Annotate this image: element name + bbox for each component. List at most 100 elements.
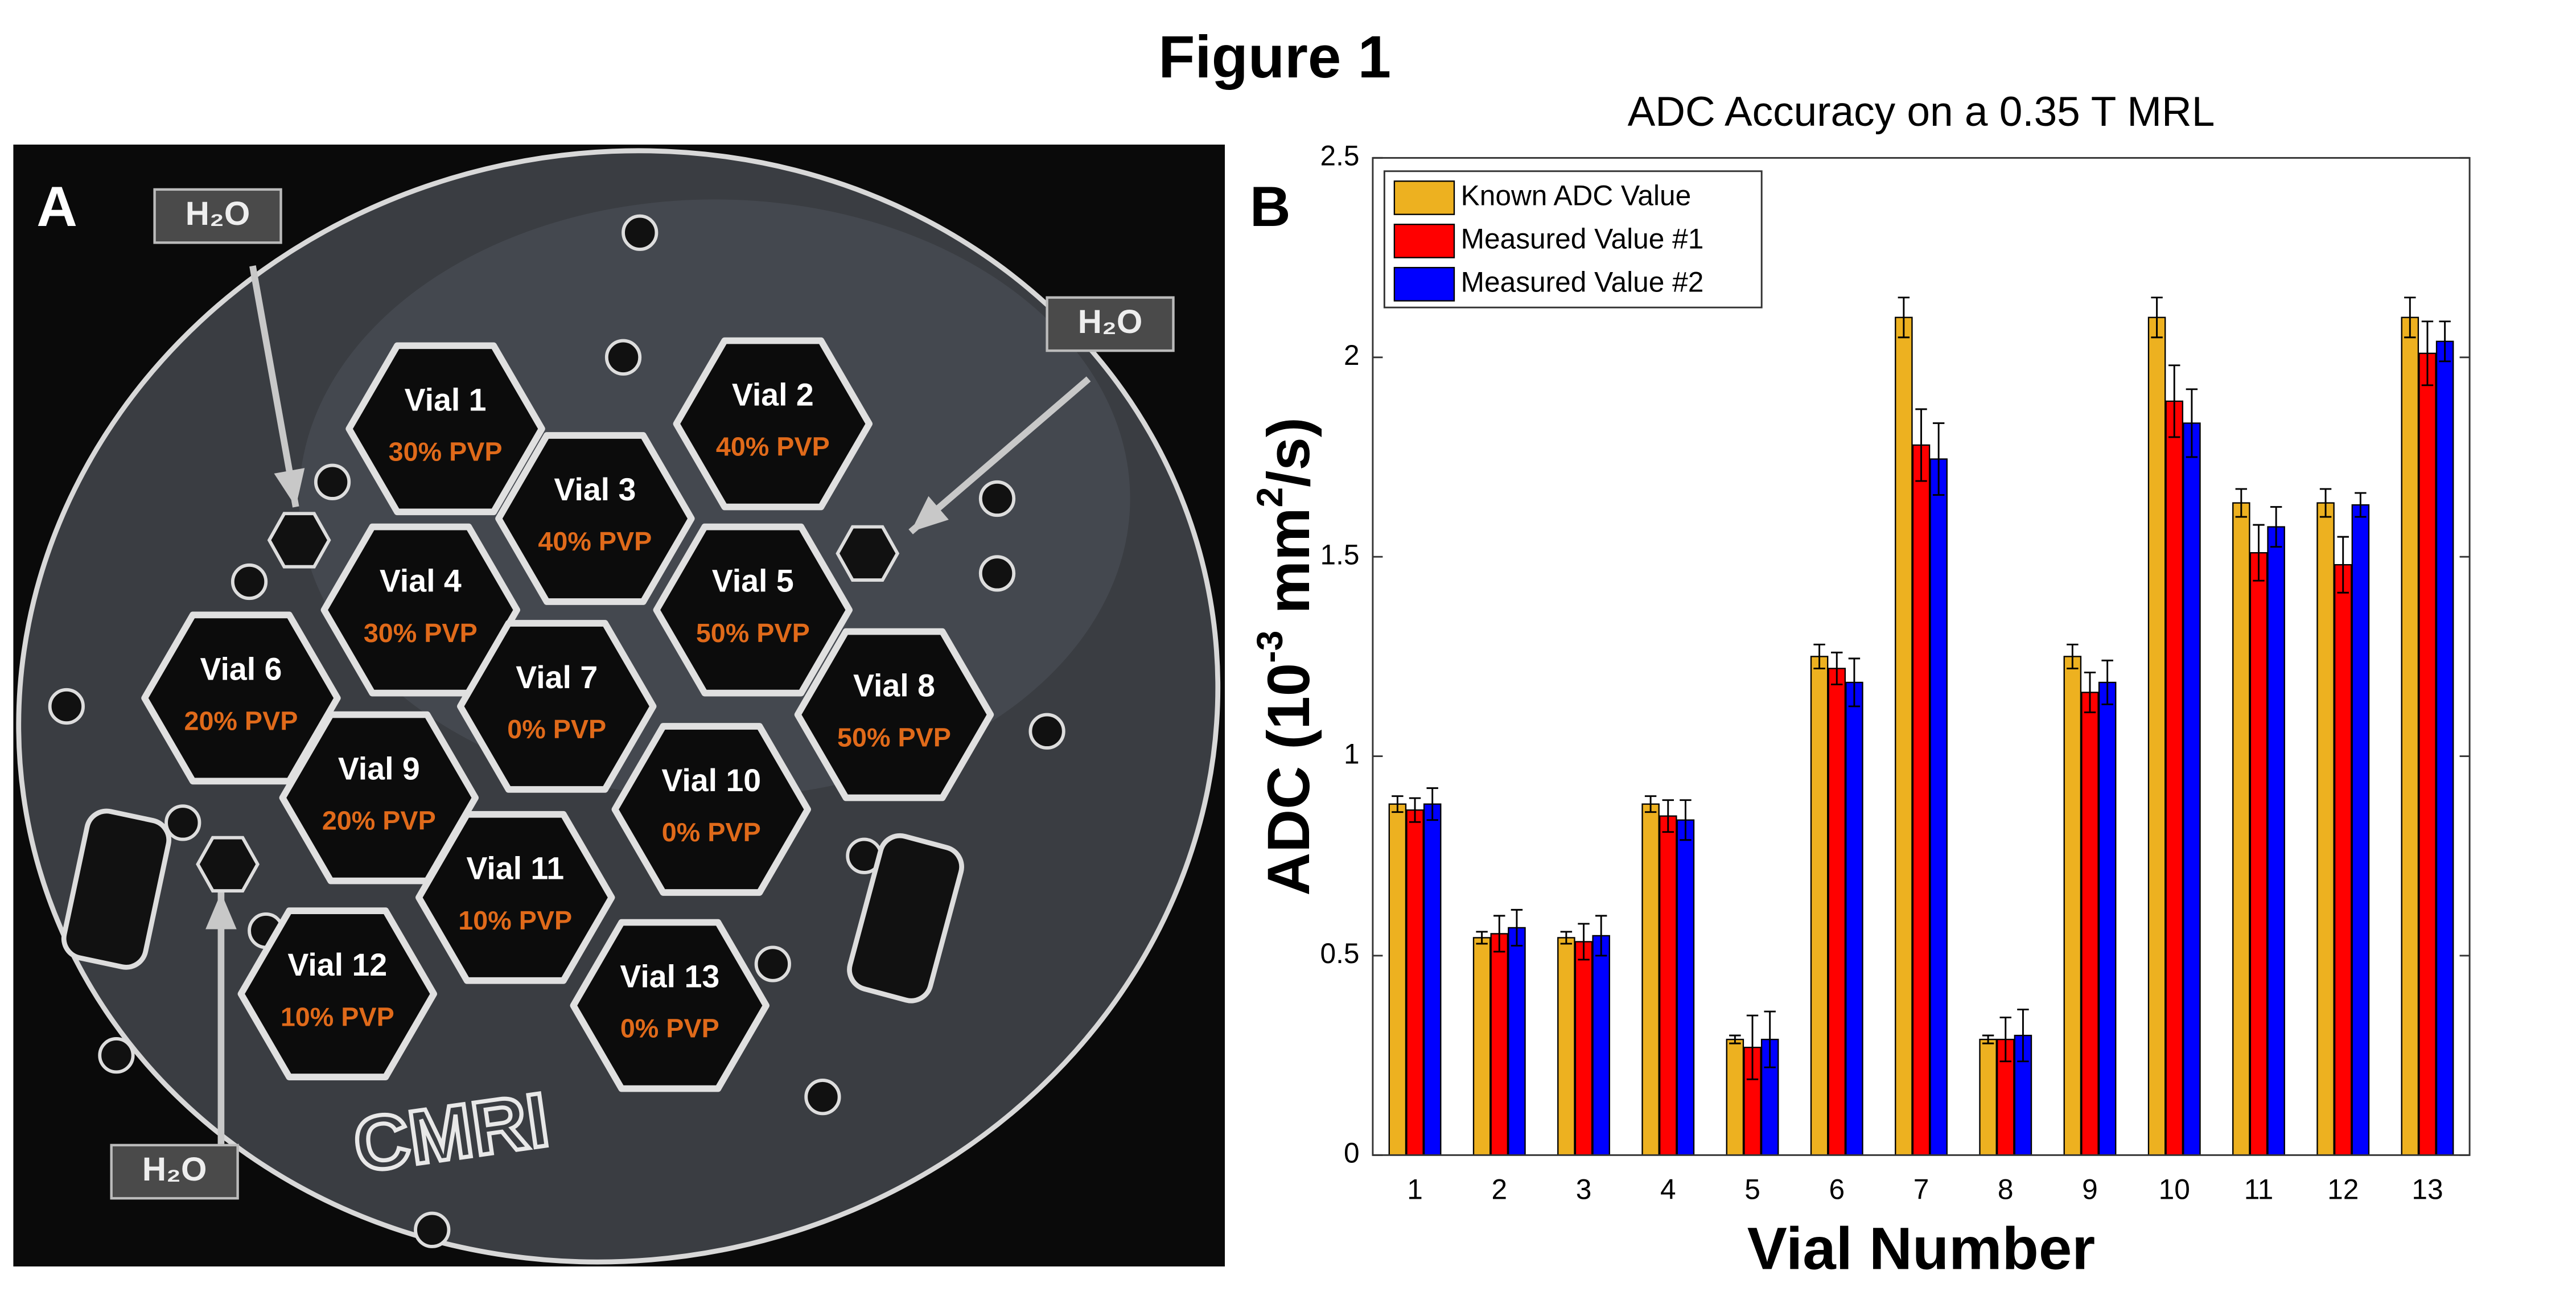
vial-well — [794, 628, 994, 801]
error-bar — [2319, 488, 2332, 518]
legend-label: Known ADC Value — [1461, 180, 1692, 212]
y-axis-label-part: ADC (10 — [1256, 663, 1322, 896]
error-bar — [2235, 488, 2248, 518]
x-tick-label: 9 — [2082, 1174, 2098, 1206]
vial-name: Vial 10 — [661, 763, 761, 798]
error-bar — [2017, 1009, 2029, 1063]
vial-pvp: 10% PVP — [281, 1002, 394, 1031]
vial-name: Vial 1 — [405, 382, 487, 417]
y-axis-label-part: -3 — [1249, 631, 1290, 663]
legend-label: Measured Value #1 — [1461, 223, 1704, 255]
bar — [2249, 552, 2268, 1156]
plate-hole — [98, 1037, 135, 1074]
y-axis-label-part: 2 — [1249, 487, 1290, 508]
bar — [2232, 502, 2250, 1156]
error-bar — [1578, 923, 1590, 961]
vial-pvp: 0% PVP — [620, 1014, 719, 1043]
bar — [1557, 937, 1575, 1156]
error-bar — [1476, 931, 1488, 945]
bar — [1676, 819, 1695, 1156]
error-bar — [1729, 1034, 1741, 1044]
water-label-box — [153, 188, 282, 244]
water-label: H₂O — [1078, 303, 1143, 340]
vial-well — [279, 711, 479, 885]
water-label: H₂O — [142, 1151, 207, 1188]
y-tick-label: 1.5 — [1320, 538, 1360, 570]
arrow-shaft — [249, 265, 299, 508]
x-tick-label: 7 — [1914, 1174, 1929, 1206]
water-label-box — [110, 1144, 239, 1200]
bar — [1490, 933, 1509, 1156]
legend-swatch — [1393, 180, 1455, 215]
bar — [2081, 692, 2099, 1156]
vial-pvp: 20% PVP — [184, 706, 298, 736]
bar — [1912, 444, 1931, 1156]
slot — [847, 833, 964, 1003]
x-tick-label: 3 — [1576, 1174, 1592, 1206]
x-tick-label: 2 — [1491, 1174, 1507, 1206]
bar — [2165, 400, 2183, 1156]
bar — [1929, 458, 1948, 1156]
error-bar — [1746, 1014, 1759, 1080]
vial-name: Vial 7 — [516, 660, 598, 695]
bar — [1388, 803, 1407, 1156]
vial-name: Vial 2 — [732, 377, 814, 413]
x-tick-label: 11 — [2244, 1174, 2274, 1206]
plate-hole — [414, 1211, 451, 1248]
vial-name: Vial 13 — [620, 959, 719, 994]
error-bar — [2270, 506, 2282, 548]
vial-pvp: 30% PVP — [389, 437, 503, 466]
plate-hole — [604, 339, 642, 376]
plate-hole — [978, 555, 1016, 592]
bar — [1406, 809, 1424, 1156]
bar — [1472, 937, 1491, 1156]
bar — [2267, 526, 2285, 1156]
error-bar — [1831, 651, 1843, 685]
error-bar — [1813, 643, 1825, 669]
vial-well — [415, 811, 615, 984]
y-axis-label: ADC (10-3 mm2/s) — [1249, 417, 1322, 895]
y-tick-label: 0 — [1344, 1137, 1360, 1169]
bar — [1592, 935, 1610, 1156]
bar — [1828, 668, 1846, 1156]
error-bar — [2067, 643, 2079, 669]
slot — [61, 808, 172, 970]
arrow-shaft — [908, 376, 1091, 534]
panel-label: B — [1250, 175, 1291, 238]
vial-name: Vial 5 — [712, 564, 794, 599]
x-axis-label: Vial Number — [1747, 1215, 2095, 1282]
water-vial — [836, 525, 900, 582]
bar — [2183, 422, 2201, 1156]
error-bar — [2084, 671, 2096, 713]
error-bar — [2151, 297, 2163, 339]
bar — [2147, 316, 2166, 1156]
bar — [2351, 504, 2370, 1156]
error-bar — [1644, 795, 1657, 813]
vial-well — [611, 723, 811, 896]
vial-name: Vial 9 — [338, 751, 420, 787]
plate-hole — [754, 945, 791, 982]
x-tick-label: 8 — [1998, 1174, 2014, 1206]
error-bar — [1982, 1034, 1994, 1044]
y-axis-label-part: mm — [1256, 508, 1322, 631]
water-vial — [196, 836, 260, 893]
y-axis-label-part: /s) — [1256, 417, 1322, 487]
arrow-head — [274, 468, 305, 507]
x-tick-label: 5 — [1744, 1174, 1760, 1206]
bar — [1845, 681, 1863, 1156]
x-tick-label: 10 — [2159, 1174, 2190, 1206]
chart-title: ADC Accuracy on a 0.35 T MRL — [1628, 89, 2215, 135]
bar — [2435, 340, 2454, 1156]
bar — [2418, 352, 2437, 1156]
legend-swatch — [1393, 224, 1455, 258]
arrow-head — [911, 496, 949, 532]
vial-name: Vial 11 — [466, 851, 564, 886]
error-bar — [2101, 659, 2113, 705]
bar — [1574, 941, 1593, 1156]
vial-well — [653, 523, 853, 697]
error-bar — [2355, 492, 2367, 518]
bar — [2098, 681, 2117, 1156]
y-tick-label: 2.5 — [1320, 140, 1360, 172]
plot-frame — [1372, 157, 2471, 1156]
